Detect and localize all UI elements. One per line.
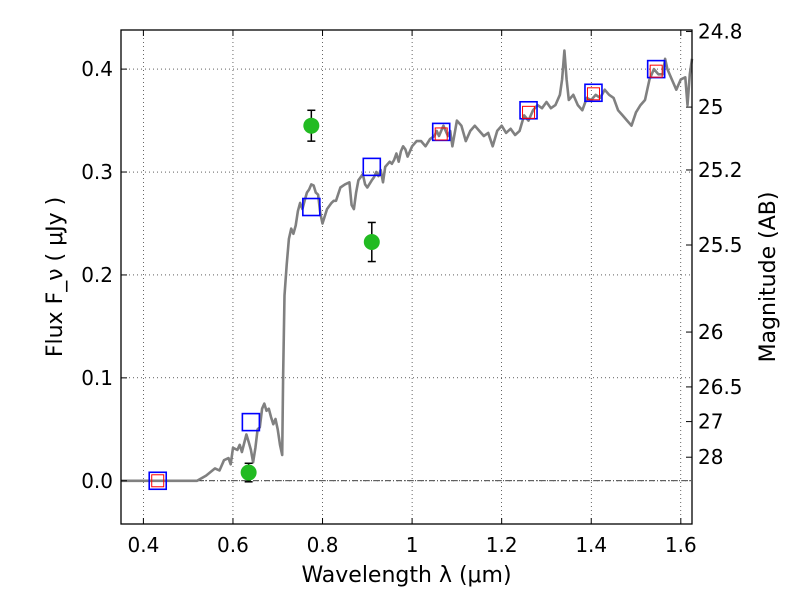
observed-flux-point	[363, 234, 380, 251]
axis-ticks: 0.4 0.6 0.8 1 1.2 1.4 1.6 0.0 0.1 0.2 0.3 0.4 24.8 25…	[81, 20, 742, 557]
observed-flux-point	[303, 117, 320, 134]
y-tick-label: 0.0	[81, 469, 113, 493]
x-tick-label: 1.2	[486, 533, 518, 557]
y2-tick-label: 26	[698, 320, 723, 344]
y2-tick-label: 25	[698, 95, 723, 119]
inner-flux-square	[151, 474, 165, 488]
y2-tick-label: 26.5	[698, 375, 743, 399]
inner-flux-square	[649, 64, 663, 78]
plot-frame	[120, 29, 693, 525]
y-tick-label: 0.2	[81, 263, 113, 287]
sed-model-line	[121, 49, 694, 483]
x-tick-label: 1.6	[665, 533, 697, 557]
inner-flux-square	[434, 127, 448, 141]
y-tick-label: 0.3	[81, 160, 113, 184]
model-flux-square	[302, 197, 321, 217]
inner-flux-square	[586, 87, 600, 101]
y-tick-label: 0.4	[81, 57, 113, 81]
y-tick-label: 0.1	[81, 366, 113, 390]
model-flux-square	[148, 471, 168, 491]
model-flux-square	[241, 412, 261, 432]
x-tick-label: 0.4	[127, 533, 159, 557]
x-tick-label: 0.6	[217, 533, 249, 557]
x-axis-label: Wavelength λ (μm)	[301, 563, 511, 588]
y2-tick-label: 24.8	[698, 20, 743, 44]
y2-tick-label: 25.5	[698, 233, 743, 257]
model-flux-square	[584, 83, 603, 103]
y2-tick-label: 25.2	[698, 158, 743, 182]
model-flux-square	[362, 157, 382, 177]
y2-tick-label: 27	[698, 410, 723, 434]
observed-flux-point	[240, 464, 257, 481]
x-tick-label: 1	[406, 533, 419, 557]
y-axis-label: Flux F_ν ( μJy )	[43, 197, 68, 357]
data-marks	[121, 49, 694, 491]
y2-tick-label: 28	[698, 445, 723, 469]
y2-axis-label: Magnitude (AB)	[756, 192, 781, 363]
x-tick-label: 0.8	[307, 533, 339, 557]
inner-flux-square	[522, 105, 536, 119]
x-tick-label: 1.4	[575, 533, 607, 557]
